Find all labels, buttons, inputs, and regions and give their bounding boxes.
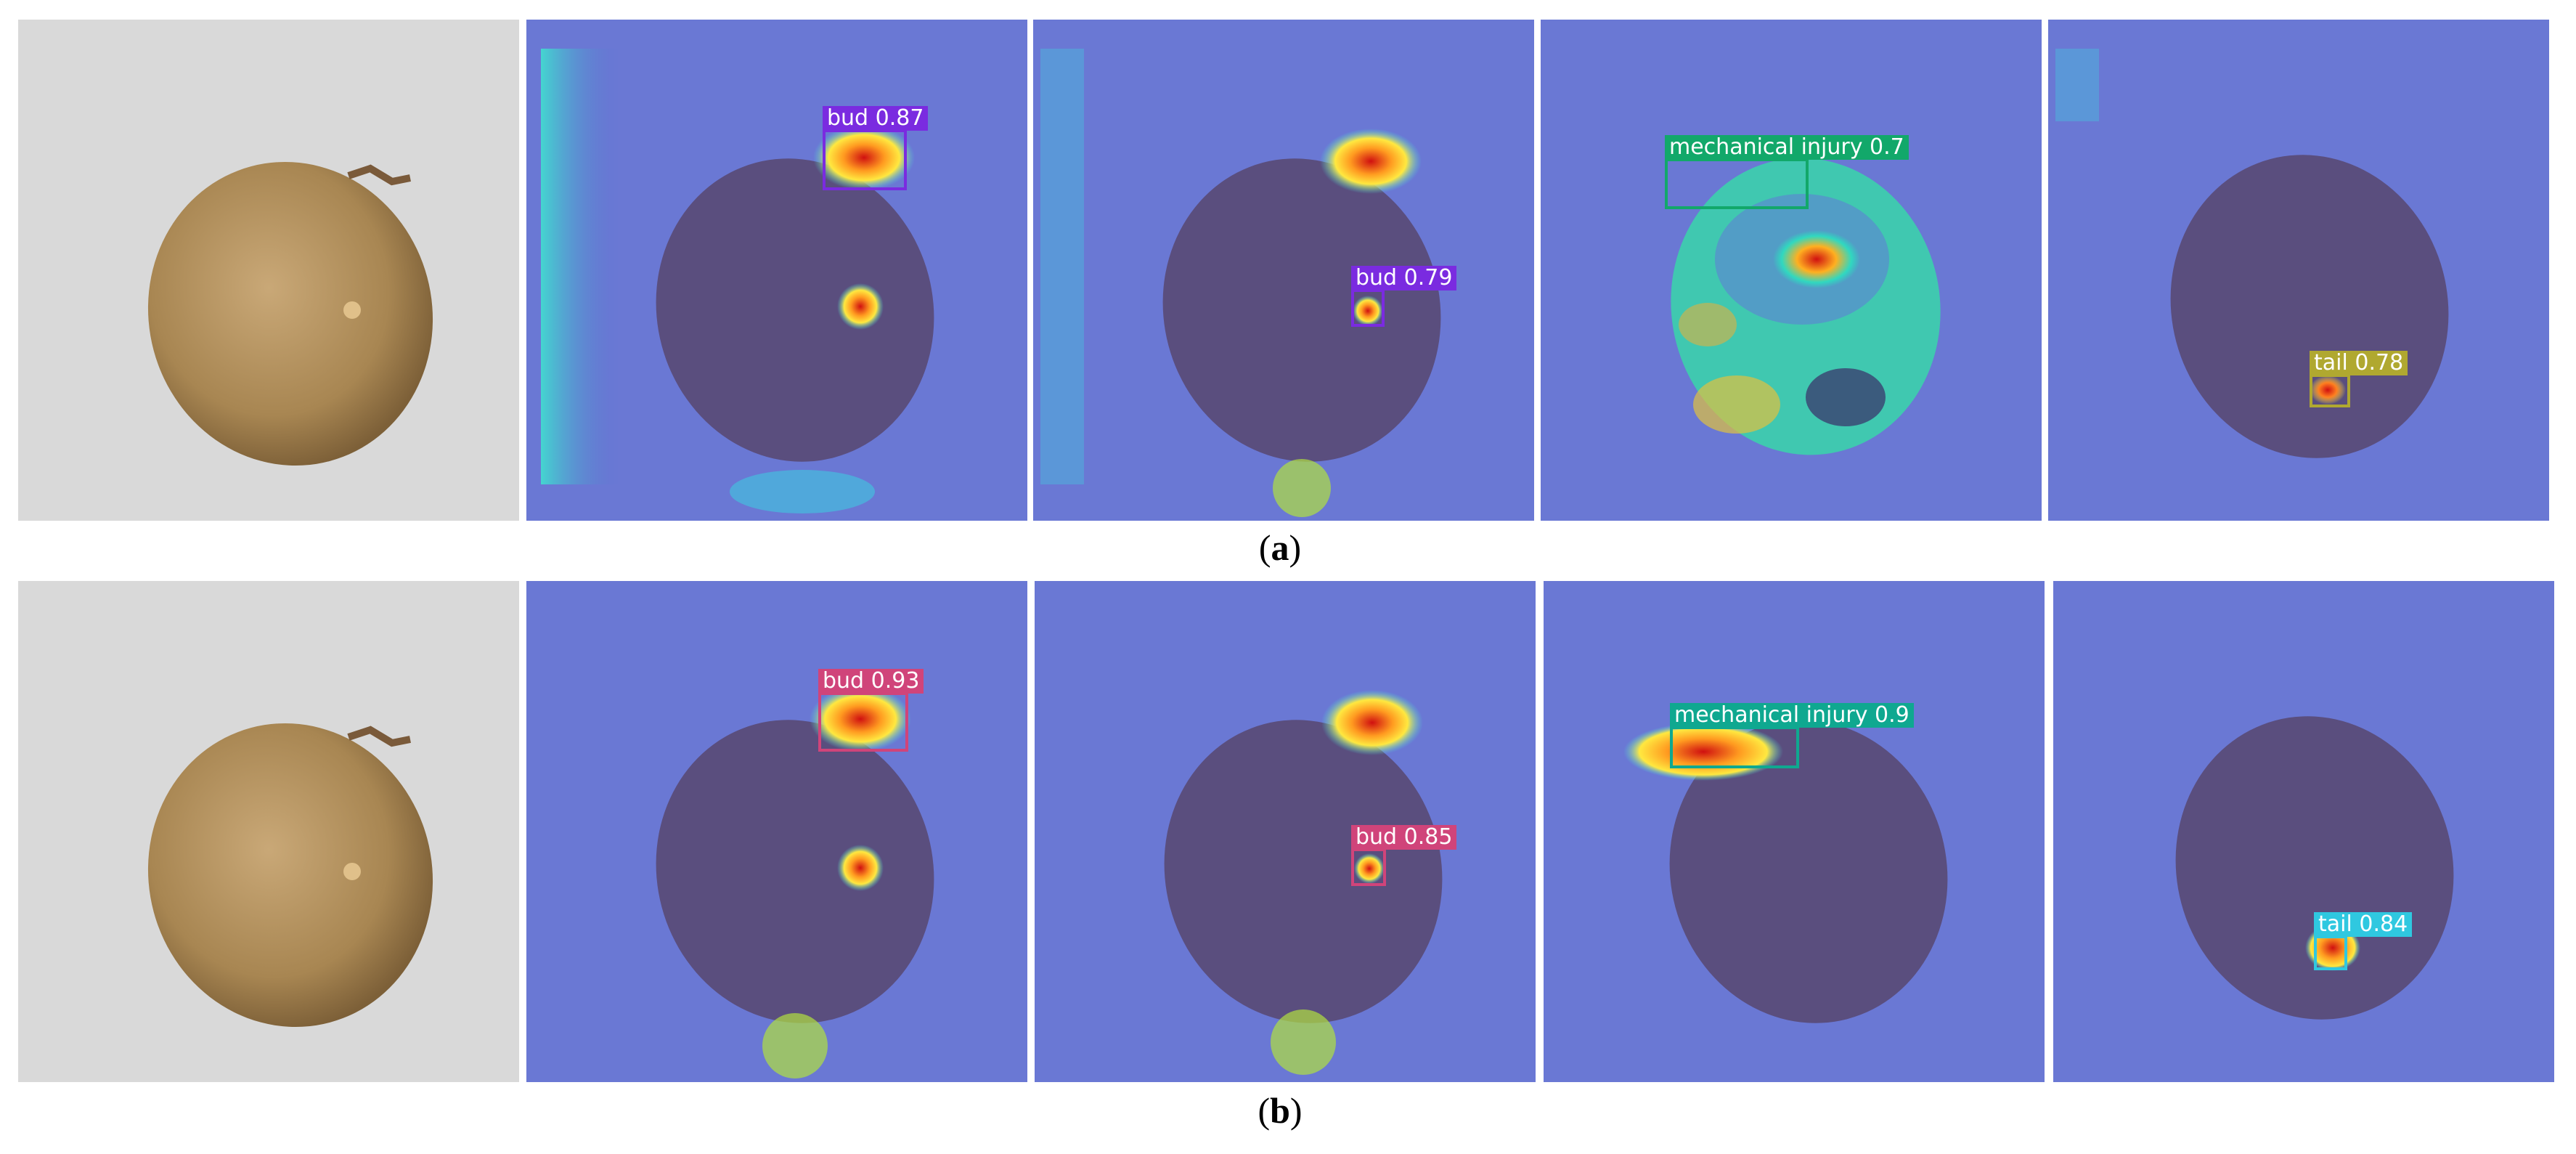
heatmap-image	[1035, 581, 1536, 1082]
detection-box	[818, 692, 908, 752]
heatmap-b-5	[2053, 581, 2554, 1082]
heatmap-image	[526, 20, 1027, 521]
heatmap-image	[1033, 20, 1534, 521]
heatmap-b-2	[526, 581, 1027, 1082]
heatmap-image	[2048, 20, 2549, 521]
heatmap-b-4	[1544, 581, 2045, 1082]
caption-b: (b)	[1258, 1090, 1303, 1131]
photo-a-original	[18, 20, 519, 521]
heatmap-image	[2053, 581, 2554, 1082]
detection-box	[823, 129, 907, 190]
detection-score: 0.9	[1875, 702, 1909, 728]
detection-class: tail	[2314, 350, 2348, 375]
heatmap-image	[526, 581, 1027, 1082]
potato-photo	[18, 20, 519, 521]
heatmap-a-3	[1033, 20, 1534, 521]
heatmap-a-5	[2048, 20, 2549, 521]
heatmap-a-4	[1541, 20, 2042, 521]
detection-box	[2310, 374, 2350, 407]
heatmap-a-2	[526, 20, 1027, 521]
detection-class: tail	[2318, 911, 2352, 937]
detection-score: 0.85	[1403, 824, 1453, 850]
detection-box	[1665, 158, 1809, 209]
heatmap-image	[1544, 581, 2045, 1082]
detection-label: bud 0.85	[1351, 824, 1457, 850]
detection-class: bud	[823, 668, 865, 694]
caption-letter: a	[1271, 527, 1289, 568]
detection-label: mechanical injury 0.7	[1665, 135, 1909, 160]
detection-box	[1351, 289, 1385, 327]
detection-class: bud	[1356, 265, 1398, 290]
heatmap-b-3	[1035, 581, 1536, 1082]
detection-score: 0.79	[1403, 265, 1453, 290]
heatmap-image	[1541, 20, 2042, 521]
detection-class: bud	[1356, 824, 1398, 850]
caption-a: (a)	[1258, 527, 1302, 568]
detection-score: 0.84	[2359, 911, 2408, 937]
detection-score: 0.7	[1870, 134, 1904, 160]
detection-label: tail 0.78	[2310, 351, 2408, 375]
detection-box	[2314, 935, 2347, 970]
caption-letter: b	[1270, 1090, 1290, 1131]
photo-b-original	[18, 581, 519, 1082]
detection-label: mechanical injury 0.9	[1670, 703, 1914, 728]
detection-class: mechanical injury	[1669, 134, 1863, 160]
detection-label: bud 0.79	[1351, 265, 1457, 290]
detection-label: tail 0.84	[2314, 911, 2413, 937]
detection-class: bud	[827, 105, 869, 131]
potato-photo	[18, 581, 519, 1082]
detection-box	[1351, 848, 1386, 886]
detection-score: 0.87	[875, 105, 924, 131]
detection-score: 0.93	[871, 668, 920, 694]
detection-label: bud 0.93	[818, 669, 924, 694]
detection-class: mechanical injury	[1674, 702, 1868, 728]
detection-score: 0.78	[2355, 350, 2404, 375]
detection-box	[1670, 726, 1799, 768]
detection-label: bud 0.87	[823, 105, 929, 131]
